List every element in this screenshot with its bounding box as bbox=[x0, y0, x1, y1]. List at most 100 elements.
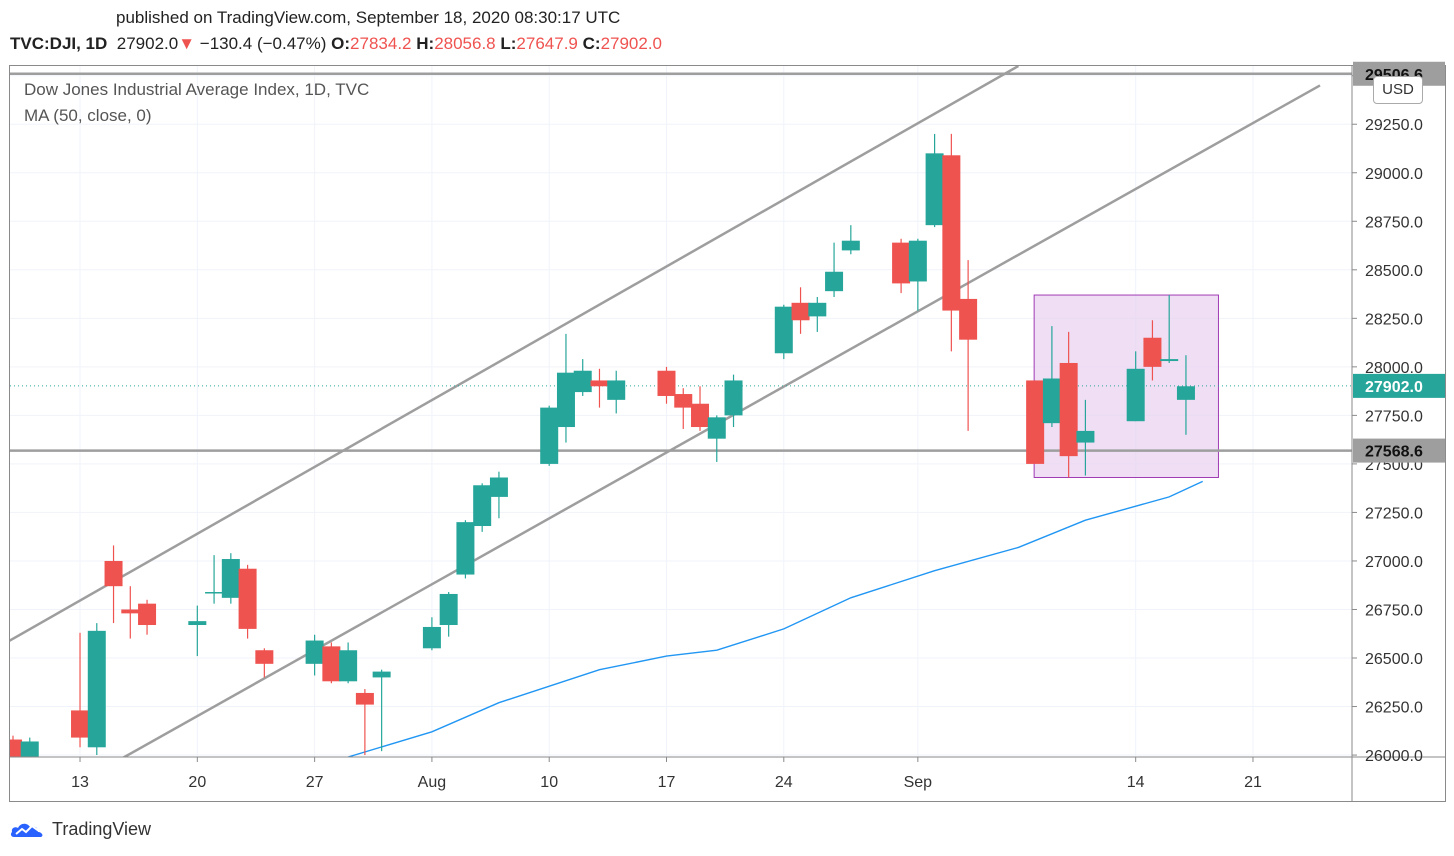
candle-body bbox=[1042, 378, 1061, 424]
y-tick-label: 27250.0 bbox=[1365, 505, 1423, 522]
change-value: −130.4 (−0.47%) bbox=[199, 34, 327, 53]
low-label: L: bbox=[500, 34, 517, 53]
candle-body bbox=[221, 559, 240, 598]
candle-body bbox=[456, 522, 475, 575]
level-price-tag-bg bbox=[1353, 438, 1445, 463]
candle-body bbox=[791, 302, 810, 321]
candle-body bbox=[1059, 362, 1078, 457]
chart-frame[interactable] bbox=[9, 65, 1446, 802]
y-tick-label: 26750.0 bbox=[1365, 602, 1423, 619]
candle-body bbox=[104, 560, 123, 587]
candle-body bbox=[540, 407, 559, 464]
x-tick-label: 17 bbox=[658, 774, 676, 791]
candle-body bbox=[439, 593, 458, 626]
y-tick-label: 28000.0 bbox=[1365, 360, 1423, 377]
down-triangle-icon: ▼ bbox=[178, 34, 196, 53]
high-value: 28056.8 bbox=[434, 34, 496, 53]
candle-body bbox=[1160, 359, 1179, 362]
candle-body bbox=[691, 403, 710, 428]
last-price-value: 27902.0 bbox=[116, 34, 179, 53]
candle-body bbox=[892, 242, 911, 284]
candle-body bbox=[590, 380, 609, 387]
x-tick-label: 13 bbox=[71, 774, 89, 791]
legend-title: Dow Jones Industrial Average Index, 1D, … bbox=[24, 80, 370, 99]
candle-body bbox=[908, 240, 927, 282]
candle-body bbox=[322, 646, 341, 682]
y-tick-label: 28500.0 bbox=[1365, 263, 1423, 280]
close-value: 27902.0 bbox=[600, 34, 663, 53]
candle-body bbox=[724, 380, 743, 416]
candle-body bbox=[1143, 337, 1162, 367]
tradingview-logo[interactable]: TradingView bbox=[10, 816, 151, 842]
y-tick-label: 28750.0 bbox=[1365, 214, 1423, 231]
candle-body bbox=[808, 302, 827, 317]
ma50-line bbox=[347, 480, 1203, 757]
x-tick-label: 27 bbox=[306, 774, 324, 791]
candle-body bbox=[87, 630, 106, 748]
candle-body bbox=[238, 568, 257, 629]
x-tick-label: 10 bbox=[540, 774, 558, 791]
candle-body bbox=[372, 671, 391, 678]
y-tick-label: 27750.0 bbox=[1365, 408, 1423, 425]
y-tick-label: 26000.0 bbox=[1365, 748, 1423, 765]
x-tick-label: Aug bbox=[418, 774, 446, 791]
candle-body bbox=[707, 417, 726, 439]
open-label: O: bbox=[331, 34, 351, 53]
candle-body bbox=[1126, 368, 1145, 422]
candle-body bbox=[71, 710, 90, 738]
candle-body bbox=[138, 603, 157, 626]
candle-body bbox=[205, 592, 224, 594]
y-tick-label: 29250.0 bbox=[1365, 117, 1423, 134]
x-tick-label: 24 bbox=[775, 774, 793, 791]
candle-body bbox=[305, 640, 324, 664]
last-price-tag: 27902.0 bbox=[1365, 379, 1423, 396]
candle-body bbox=[20, 741, 39, 757]
candle-body bbox=[841, 240, 860, 251]
footer-brand-label: TradingView bbox=[52, 818, 152, 839]
candle-body bbox=[188, 621, 207, 626]
candle-body bbox=[607, 380, 626, 400]
candle-body bbox=[825, 271, 844, 292]
y-tick-label: 29000.0 bbox=[1365, 166, 1423, 183]
candle-body bbox=[355, 692, 374, 705]
x-tick-label: 14 bbox=[1127, 774, 1145, 791]
y-tick-label: 28250.0 bbox=[1365, 311, 1423, 328]
ohlc-header: TVC:DJI, 1D 27902.0▼ −130.4 (−0.47%) O:2… bbox=[10, 34, 662, 54]
x-tick-label: 21 bbox=[1244, 774, 1262, 791]
candle-body bbox=[774, 306, 793, 354]
candle-body bbox=[657, 370, 676, 396]
candle-body bbox=[422, 626, 441, 649]
candle-body bbox=[255, 650, 274, 664]
candle-body bbox=[556, 372, 575, 428]
legend-ma: MA (50, close, 0) bbox=[24, 106, 152, 125]
candle-body bbox=[489, 477, 508, 497]
candle-body bbox=[959, 298, 978, 340]
currency-button[interactable]: USD bbox=[1373, 76, 1423, 104]
cloud-logo-icon bbox=[10, 823, 43, 837]
candle-body bbox=[1176, 386, 1195, 400]
y-tick-label: 27000.0 bbox=[1365, 554, 1423, 571]
x-tick-label: 20 bbox=[188, 774, 206, 791]
candle-body bbox=[573, 370, 592, 393]
last-price-tag-bg bbox=[1353, 373, 1445, 398]
candle-body bbox=[10, 739, 22, 757]
candle-body bbox=[1026, 380, 1045, 464]
x-tick-label: Sep bbox=[904, 774, 933, 791]
y-tick-label: 26250.0 bbox=[1365, 700, 1423, 717]
close-label: C: bbox=[582, 34, 601, 53]
open-value: 27834.2 bbox=[350, 34, 412, 53]
trend-channel-line bbox=[10, 66, 1020, 642]
candle-body bbox=[473, 485, 492, 527]
candle-body bbox=[1076, 430, 1095, 443]
candle-body bbox=[121, 609, 140, 614]
symbol-label: TVC:DJI, 1D bbox=[10, 34, 108, 53]
high-label: H: bbox=[416, 34, 435, 53]
low-value: 27647.9 bbox=[516, 34, 578, 53]
candle-body bbox=[942, 155, 961, 311]
y-tick-label: 26500.0 bbox=[1365, 651, 1423, 668]
candle-body bbox=[674, 394, 693, 408]
candle-body bbox=[339, 650, 358, 682]
published-caption: published on TradingView.com, September … bbox=[116, 8, 621, 27]
level-price-tag: 27568.6 bbox=[1365, 444, 1423, 461]
